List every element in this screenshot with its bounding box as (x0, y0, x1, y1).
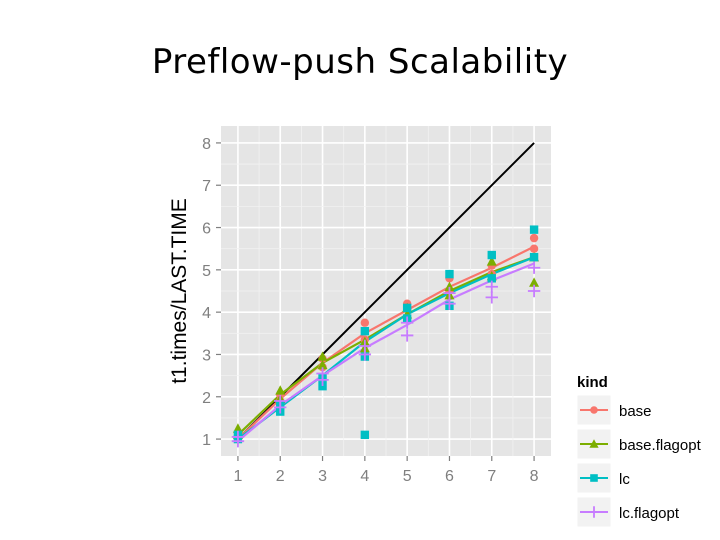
y-tick-label: 6 (202, 221, 211, 238)
data-point-lc-flagopt (527, 261, 541, 274)
data-point-lc-flagopt (485, 291, 498, 304)
data-point-lc-flagopt (527, 284, 541, 298)
x-tick-label: 3 (318, 468, 327, 485)
x-tick-label: 4 (360, 468, 369, 485)
data-point-lc-flagopt (358, 339, 372, 353)
y-tick-label: 4 (202, 305, 211, 322)
trend-line-base (237, 245, 535, 440)
data-point-base-flagopt (529, 277, 540, 287)
data-points (231, 225, 541, 448)
trend-line-lc (237, 256, 535, 440)
legend-item-lc-flagopt: lc.flagopt (576, 496, 680, 528)
data-point-lc-flagopt (400, 316, 414, 329)
data-point-lc (445, 269, 454, 279)
y-tick-label: 1 (202, 432, 211, 449)
data-point-base (529, 244, 539, 253)
data-point-lc (529, 252, 539, 262)
y-tick-label: 5 (202, 263, 211, 280)
data-point-lc-flagopt (443, 297, 456, 310)
data-point-lc-flagopt (231, 430, 245, 444)
axes: 1 2 3 4 5 6 7 8 1 2 3 4 5 6 7 8 (202, 136, 539, 485)
slide-title: Preflow-push Scalability (151, 42, 569, 82)
data-point-base (529, 233, 539, 243)
y-tick-label: 8 (202, 136, 211, 153)
trend-line-lc-flagopt (237, 262, 535, 443)
legend-item-base-flagopt: base.flagopt (576, 428, 702, 460)
y-axis-label: t1.times/LAST.TIME (168, 198, 191, 384)
data-point-lc (529, 225, 539, 234)
x-tick-label: 5 (403, 468, 412, 485)
y-tick-label: 7 (202, 178, 211, 195)
data-point-base-flagopt (444, 281, 455, 291)
legend: kind base base.flagopt lc lc.flagopt (576, 374, 702, 528)
y-tick-label: 3 (202, 347, 211, 364)
x-tick-label: 1 (233, 468, 242, 485)
legend-label: lc (619, 471, 630, 488)
data-point-lc (487, 250, 496, 260)
data-point-base-flagopt (232, 423, 243, 433)
data-point-lc (360, 326, 370, 336)
data-point-lc (402, 303, 412, 313)
data-point-base-flagopt (275, 385, 286, 395)
x-tick-label: 2 (276, 468, 285, 485)
legend-key-marker (590, 474, 598, 482)
x-tick-label: 7 (487, 468, 496, 485)
legend-key-marker (589, 439, 599, 448)
data-point-lc-flagopt (316, 367, 329, 380)
trend-lines (237, 245, 535, 443)
legend-key-marker (588, 506, 600, 518)
data-point-base-flagopt (317, 359, 328, 370)
legend-label: lc.flagopt (619, 505, 680, 522)
data-point-lc-flagopt (400, 329, 414, 342)
data-point-lc-flagopt (443, 286, 456, 300)
data-point-base (360, 318, 370, 327)
y-tick-label: 2 (202, 390, 211, 407)
data-point-base-flagopt (486, 256, 497, 266)
data-point-lc (360, 430, 370, 440)
legend-label: base.flagopt (619, 437, 702, 454)
data-point-lc (318, 381, 327, 391)
legend-key-marker (590, 406, 598, 414)
x-tick-label: 8 (530, 468, 539, 485)
legend-item-lc: lc (576, 462, 630, 494)
data-point-lc (487, 274, 496, 283)
data-point-lc-flagopt (274, 394, 287, 408)
legend-label: base (619, 403, 652, 420)
legend-title: kind (577, 374, 608, 391)
data-point-base-flagopt (317, 351, 328, 361)
data-point-lc-flagopt (485, 280, 498, 293)
legend-item-base: base (576, 394, 652, 426)
x-tick-label: 6 (445, 468, 454, 485)
